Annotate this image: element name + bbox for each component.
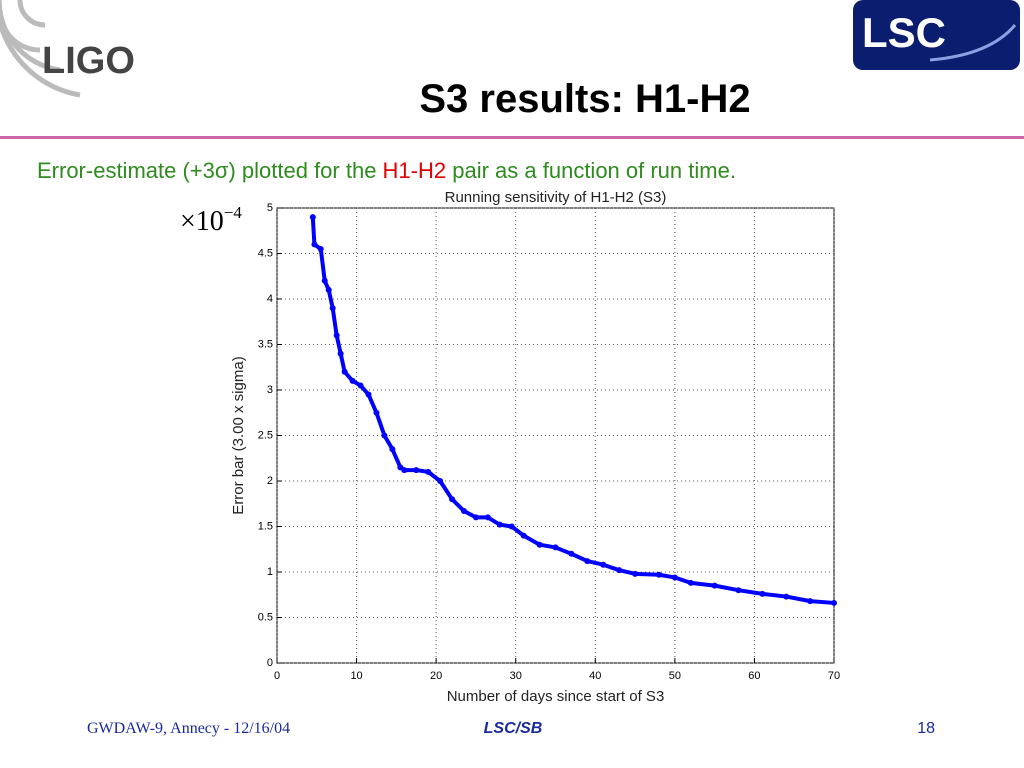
subtitle-part: Error-estimate (+3σ) plotted for the	[37, 158, 383, 183]
x-tick-label: 30	[510, 670, 522, 682]
data-point	[460, 508, 467, 515]
data-point	[552, 544, 559, 551]
data-point	[357, 382, 364, 389]
data-point	[584, 558, 591, 565]
x-tick-label: 60	[748, 670, 760, 682]
data-point	[349, 377, 356, 384]
data-point	[365, 391, 372, 398]
y-tick-label: 5	[267, 202, 273, 214]
data-point	[311, 241, 318, 248]
data-point	[333, 332, 340, 339]
data-point	[413, 467, 420, 474]
data-point	[381, 432, 388, 439]
data-point	[325, 286, 332, 293]
x-tick-label: 70	[828, 670, 840, 682]
data-point	[759, 590, 766, 597]
title-rule	[0, 136, 1024, 139]
data-point	[616, 567, 623, 574]
data-point	[831, 599, 837, 606]
ligo-logo	[0, 0, 81, 98]
data-point	[711, 582, 718, 589]
x-tick-label: 50	[669, 670, 681, 682]
y-tick-label: 0	[267, 657, 273, 669]
data-point	[389, 446, 396, 453]
data-point	[321, 277, 328, 284]
x-tick-label: 10	[350, 670, 362, 682]
data-point	[807, 598, 814, 605]
data-point	[337, 350, 344, 357]
subtitle-part: pair as a function of run time.	[446, 158, 736, 183]
x-tick-label: 20	[430, 670, 442, 682]
slide-title: S3 results: H1-H2	[419, 77, 750, 121]
data-point	[329, 305, 336, 312]
data-point	[520, 532, 527, 539]
y-tick-label: 3	[267, 384, 273, 396]
data-point	[437, 478, 444, 484]
logo-swoosh	[929, 24, 1017, 62]
x-tick-label: 0	[274, 670, 280, 682]
data-point	[568, 550, 575, 557]
data-point	[449, 496, 456, 503]
data-point	[687, 579, 694, 586]
y-multiplier: ×10−4	[180, 203, 242, 237]
data-point	[341, 368, 348, 375]
page-number: 18	[917, 720, 935, 737]
footer-left: GWDAW-9, Annecy - 12/16/04	[87, 720, 290, 737]
data-point	[496, 521, 503, 528]
x-axis-label: Number of days since start of S3	[447, 688, 665, 705]
chart-title: Running sensitivity of H1-H2 (S3)	[445, 189, 667, 206]
y-axis-label: Error bar (3.00 x sigma)	[230, 356, 247, 514]
data-point	[783, 593, 790, 600]
data-point	[600, 561, 607, 568]
x-tick-label: 40	[589, 670, 601, 682]
data-point	[472, 514, 479, 521]
logo-text: LSC	[862, 9, 946, 56]
footer-center: LSC/SB	[484, 720, 543, 737]
chart: 0 10 20 30 40 50 60 70 0 0.5 1 1.5 2 2.5 3 3.5 4 4.5 5 Runn…	[180, 189, 840, 705]
data-point	[632, 570, 639, 577]
data-point	[401, 467, 408, 474]
multiplier-exponent: −4	[224, 203, 243, 222]
data-point	[425, 468, 432, 475]
logo-text: LIGO	[42, 40, 135, 82]
multiplier-base: ×10	[180, 206, 224, 237]
y-tick-label: 4	[267, 293, 273, 305]
y-tick-label: 4.5	[258, 247, 273, 259]
y-tick-label: 1.5	[258, 520, 273, 532]
y-tick-label: 1	[267, 566, 273, 578]
data-point	[536, 541, 543, 548]
y-tick-label: 0.5	[258, 611, 273, 623]
y-tick-label: 3.5	[258, 338, 273, 350]
data-point	[655, 571, 662, 578]
data-point	[508, 523, 515, 530]
lsc-logo	[853, 0, 1020, 70]
subtitle-highlight: H1-H2	[383, 158, 447, 183]
data-point	[671, 574, 678, 581]
data-point	[309, 214, 316, 221]
plot-area	[276, 207, 835, 664]
subtitle: Error-estimate (+3σ) plotted for the H1-…	[37, 158, 736, 183]
data-point	[735, 587, 742, 594]
y-tick-label: 2.5	[258, 429, 273, 441]
data-point	[373, 409, 380, 416]
data-point	[317, 245, 324, 252]
y-tick-label: 2	[267, 475, 273, 487]
data-point	[484, 514, 491, 521]
